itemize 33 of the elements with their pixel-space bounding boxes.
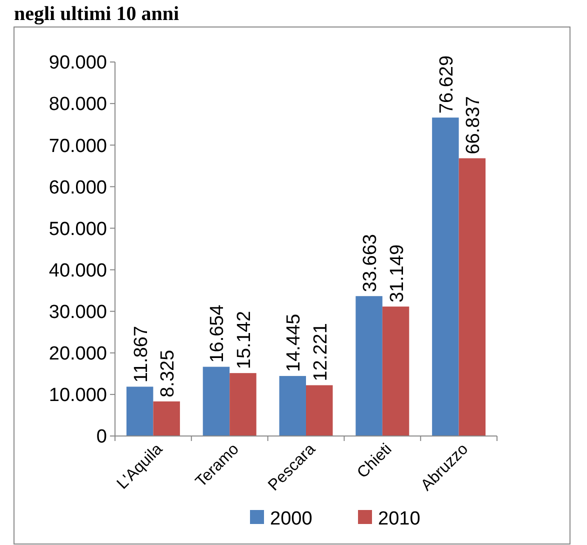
bar bbox=[432, 118, 459, 436]
y-tick-label: 10.000 bbox=[48, 385, 107, 406]
y-tick-label: 50.000 bbox=[48, 218, 107, 240]
data-label: 16.654 bbox=[207, 304, 228, 363]
y-tick-label: 70.000 bbox=[48, 136, 107, 157]
bar bbox=[153, 401, 180, 436]
legend-label: 2010 bbox=[378, 508, 420, 530]
y-tick-label: 40.000 bbox=[48, 260, 107, 282]
y-tick-label: 60.000 bbox=[48, 177, 107, 198]
bar bbox=[306, 385, 333, 436]
chart-title: negli ultimi 10 anni bbox=[14, 3, 180, 25]
data-label: 11.867 bbox=[130, 326, 152, 383]
bar bbox=[230, 373, 256, 436]
bar bbox=[458, 158, 486, 436]
data-label: 8.325 bbox=[158, 350, 179, 398]
y-tick-label: 0 bbox=[96, 426, 107, 448]
bar bbox=[279, 376, 306, 436]
data-label: 12.221 bbox=[310, 323, 332, 382]
bar bbox=[356, 296, 382, 436]
bar bbox=[202, 366, 230, 436]
legend-label: 2000 bbox=[270, 508, 312, 530]
bar bbox=[382, 306, 410, 436]
data-label: 66.837 bbox=[463, 96, 484, 154]
data-label: 76.629 bbox=[436, 55, 458, 114]
y-tick-label: 30.000 bbox=[48, 302, 107, 323]
bar bbox=[126, 386, 154, 436]
y-tick-label: 90.000 bbox=[48, 52, 107, 74]
data-label: 33.663 bbox=[360, 234, 382, 292]
y-tick-label: 80.000 bbox=[48, 94, 107, 116]
data-label: 15.142 bbox=[234, 310, 255, 370]
data-label: 14.445 bbox=[284, 314, 305, 372]
y-tick-label: 20.000 bbox=[48, 344, 107, 365]
data-label: 31.149 bbox=[386, 244, 408, 303]
